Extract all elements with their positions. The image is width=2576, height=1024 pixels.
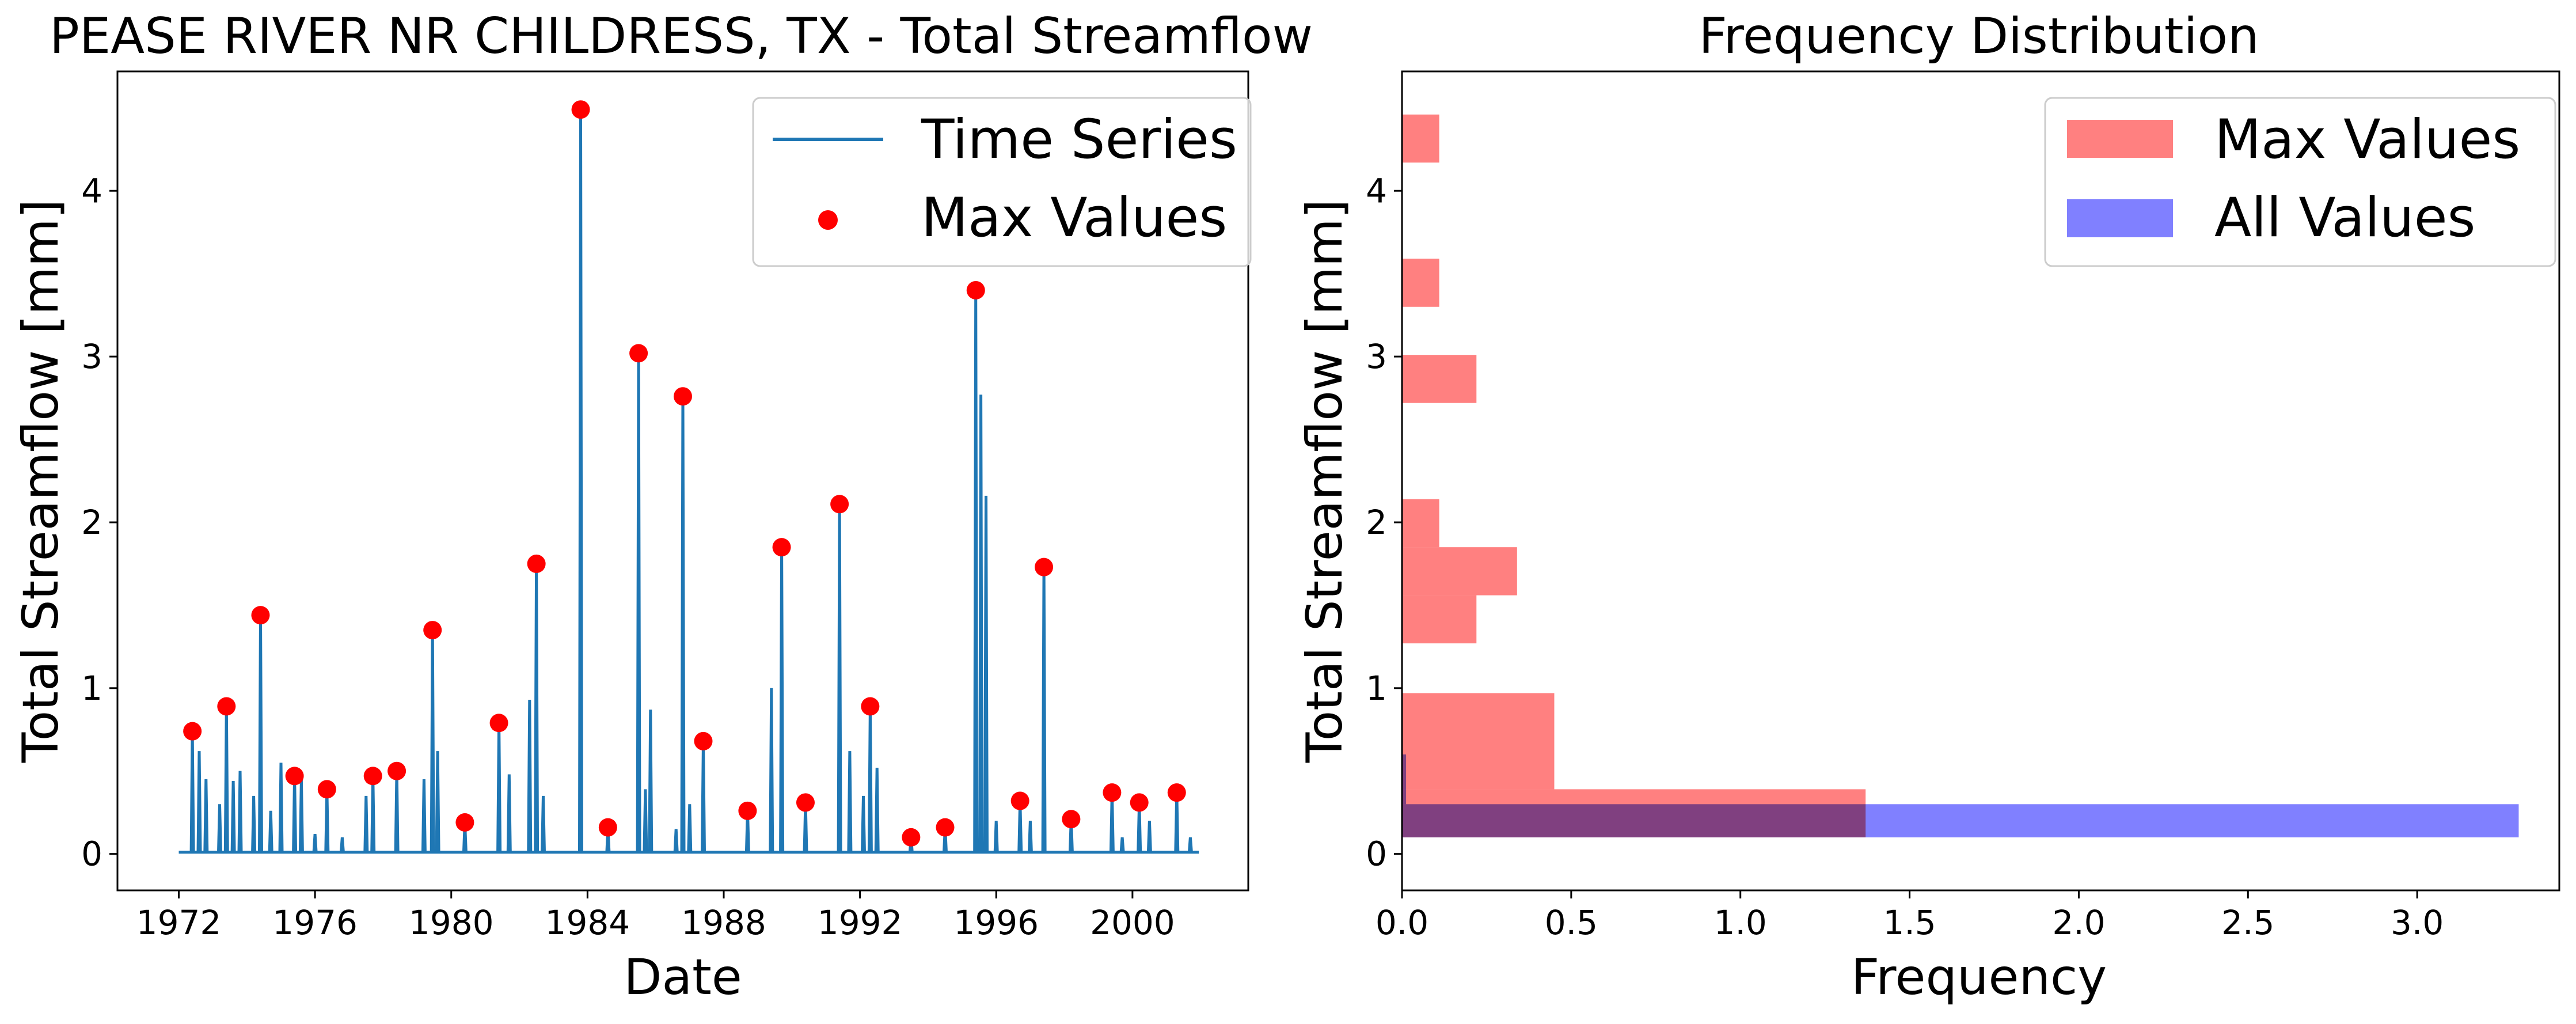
y-tick-label: 0 — [81, 835, 102, 874]
time-series-panel: PEASE RIVER NR CHILDRESS, TX - Total Str… — [12, 7, 1313, 1006]
max-value-point — [598, 818, 617, 837]
legend-all-swatch — [2067, 199, 2173, 237]
y-tick-label: 1 — [81, 669, 102, 708]
y-tick-label: 4 — [1366, 171, 1387, 210]
x-tick-label: 1972 — [136, 903, 222, 942]
y-tick-label: 2 — [1366, 503, 1387, 542]
max-value-point — [1167, 783, 1186, 802]
y-tick-label: 0 — [1366, 835, 1387, 874]
left-y-axis-label: Total Streamflow [mm] — [12, 199, 70, 763]
right-chart-title: Frequency Distribution — [1699, 7, 2259, 65]
x-tick-label: 1996 — [953, 903, 1039, 942]
max-value-point — [1130, 793, 1149, 812]
max-values-bar — [1402, 693, 1555, 790]
max-value-point — [571, 100, 590, 119]
max-value-point — [527, 554, 546, 573]
max-values-bar — [1402, 355, 1477, 403]
time-series-line — [178, 109, 1199, 854]
x-tick-label: 0.0 — [1376, 903, 1428, 942]
right-y-axis-label: Total Streamflow [mm] — [1296, 199, 1354, 763]
x-tick-label: 1.0 — [1714, 903, 1767, 942]
max-value-point — [387, 761, 406, 780]
max-value-point — [489, 714, 508, 733]
max-value-point — [694, 731, 713, 750]
max-value-point — [966, 280, 985, 299]
x-tick-label: 1988 — [681, 903, 766, 942]
max-value-point — [423, 621, 442, 640]
max-value-point — [363, 767, 382, 786]
x-tick-label: 1992 — [818, 903, 903, 942]
x-tick-label: 0.5 — [1545, 903, 1598, 942]
x-tick-label: 2000 — [1090, 903, 1175, 942]
max-value-point — [674, 387, 692, 406]
max-values-bar — [1402, 259, 1439, 307]
x-tick-label: 3.0 — [2391, 903, 2444, 942]
max-values-bar — [1402, 114, 1439, 163]
max-value-point — [861, 697, 880, 716]
right-legend: Max Values All Values — [2044, 97, 2556, 267]
max-value-point — [251, 606, 270, 625]
max-value-point — [902, 828, 921, 847]
left-x-axis-label: Date — [624, 949, 742, 1006]
max-value-point — [455, 813, 474, 832]
max-value-point — [738, 801, 757, 820]
legend-max-values-label: Max Values — [921, 187, 1227, 249]
right-x-axis-label: Frequency — [1851, 949, 2107, 1006]
right-axes-frame — [1401, 70, 2560, 892]
y-tick-label: 3 — [1366, 337, 1387, 376]
max-value-point — [1010, 791, 1029, 810]
max-value-point — [796, 793, 815, 812]
max-value-point — [936, 818, 955, 837]
legend-all-values-label: All Values — [2214, 187, 2476, 249]
y-tick-label: 2 — [81, 503, 102, 542]
max-value-point — [830, 495, 849, 514]
max-value-point — [317, 780, 336, 799]
y-tick-label: 4 — [81, 171, 102, 210]
x-tick-label: 2.0 — [2052, 903, 2105, 942]
max-value-point — [772, 538, 791, 557]
max-values-bar — [1402, 595, 1477, 644]
all-values-bar — [1402, 804, 2519, 837]
legend-dot-swatch — [818, 210, 838, 230]
x-tick-label: 2.5 — [2221, 903, 2274, 942]
max-value-point — [285, 767, 304, 786]
max-value-point — [1103, 783, 1122, 802]
max-value-point — [217, 697, 236, 716]
max-value-point — [183, 722, 202, 741]
x-tick-label: 1976 — [272, 903, 358, 942]
y-tick-label: 3 — [81, 337, 102, 376]
legend-time-series-label: Time Series — [921, 108, 1237, 171]
left-chart-title: PEASE RIVER NR CHILDRESS, TX - Total Str… — [50, 7, 1313, 65]
legend-max-swatch — [2067, 120, 2173, 158]
max-value-point — [1062, 810, 1081, 829]
x-tick-label: 1.5 — [1883, 903, 1936, 942]
max-value-point — [1035, 557, 1054, 577]
legend-max-values-hist-label: Max Values — [2214, 108, 2520, 171]
max-values-bar — [1402, 547, 1517, 596]
x-tick-label: 1984 — [545, 903, 630, 942]
max-value-point — [629, 344, 648, 363]
all-values-bar — [1402, 754, 1407, 805]
left-legend: Time Series Max Values — [752, 97, 1252, 267]
max-values-bar — [1402, 499, 1439, 548]
y-tick-label: 1 — [1366, 669, 1387, 708]
x-tick-label: 1980 — [409, 903, 494, 942]
frequency-panel: Frequency Distribution 0.0 0.5 1.0 1.5 2.0 2.… — [1296, 7, 2560, 1006]
left-axes-frame — [116, 70, 1249, 892]
